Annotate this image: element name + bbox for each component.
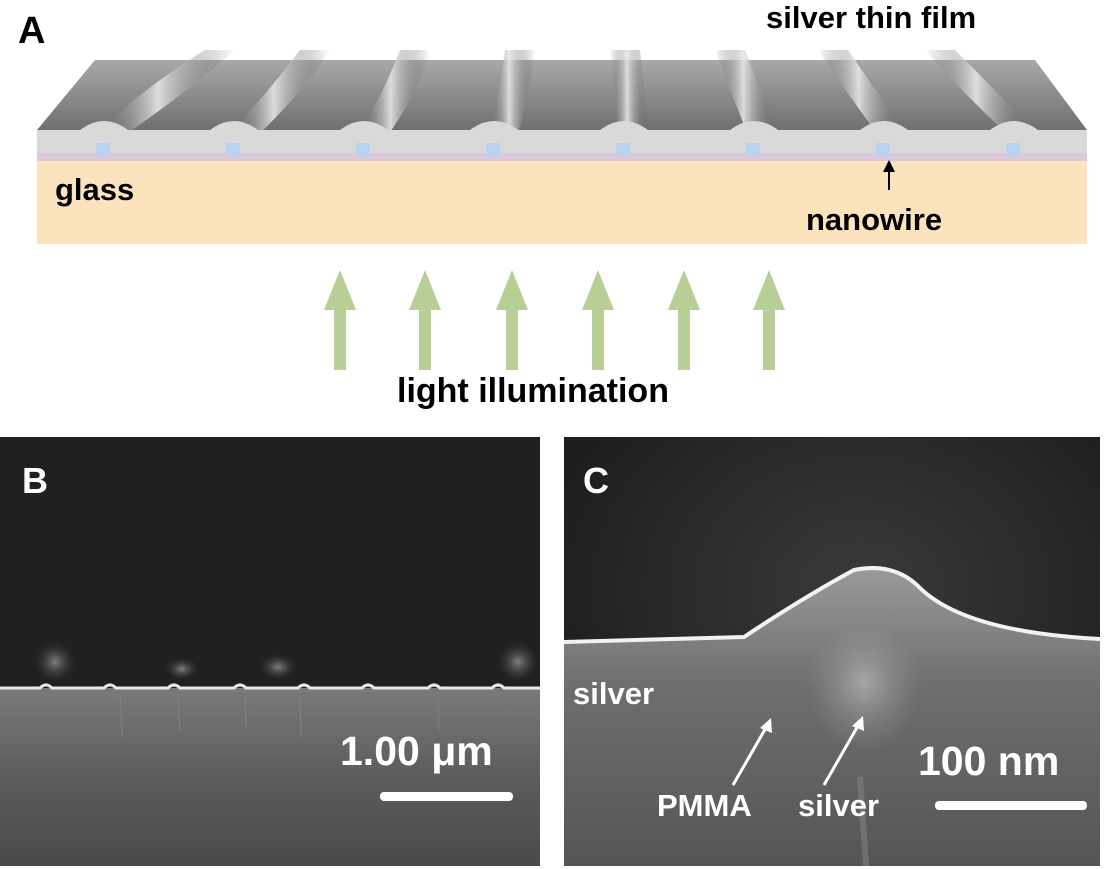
nanowire-cross-sections [96, 143, 1020, 156]
panel-b-sem-image [0, 437, 540, 866]
glass-label: glass [55, 172, 135, 207]
panel-a-schematic [37, 50, 1087, 370]
silver-thin-film-label: silver thin film [766, 0, 977, 35]
pmma-layer [37, 152, 1087, 161]
nanowire-label: nanowire [806, 202, 943, 237]
panel-c-letter: C [583, 460, 609, 501]
panel-c-scale-bar [935, 801, 1087, 810]
light-illumination-label: light illumination [397, 372, 669, 410]
panel-b-letter: B [22, 460, 48, 501]
panel-c-scale-label: 100 nm [918, 738, 1060, 784]
nanowire-pointer-arrow [883, 160, 895, 190]
glass-substrate [37, 160, 1087, 244]
film-ridges [95, 50, 1038, 135]
light-arrows [324, 270, 785, 370]
panel-c-pmma-label: PMMA [657, 788, 752, 823]
silver-film-front-face [37, 121, 1087, 153]
panel-c-silver-bottom-label: silver [798, 788, 880, 823]
panel-b-scale-bar [380, 792, 513, 801]
panel-c-sem-image [564, 437, 1100, 866]
panel-c-silver-top-label: silver [573, 676, 655, 711]
panel-b-scale-label: 1.00 μm [340, 728, 493, 774]
panel-a-letter: A [18, 10, 46, 52]
